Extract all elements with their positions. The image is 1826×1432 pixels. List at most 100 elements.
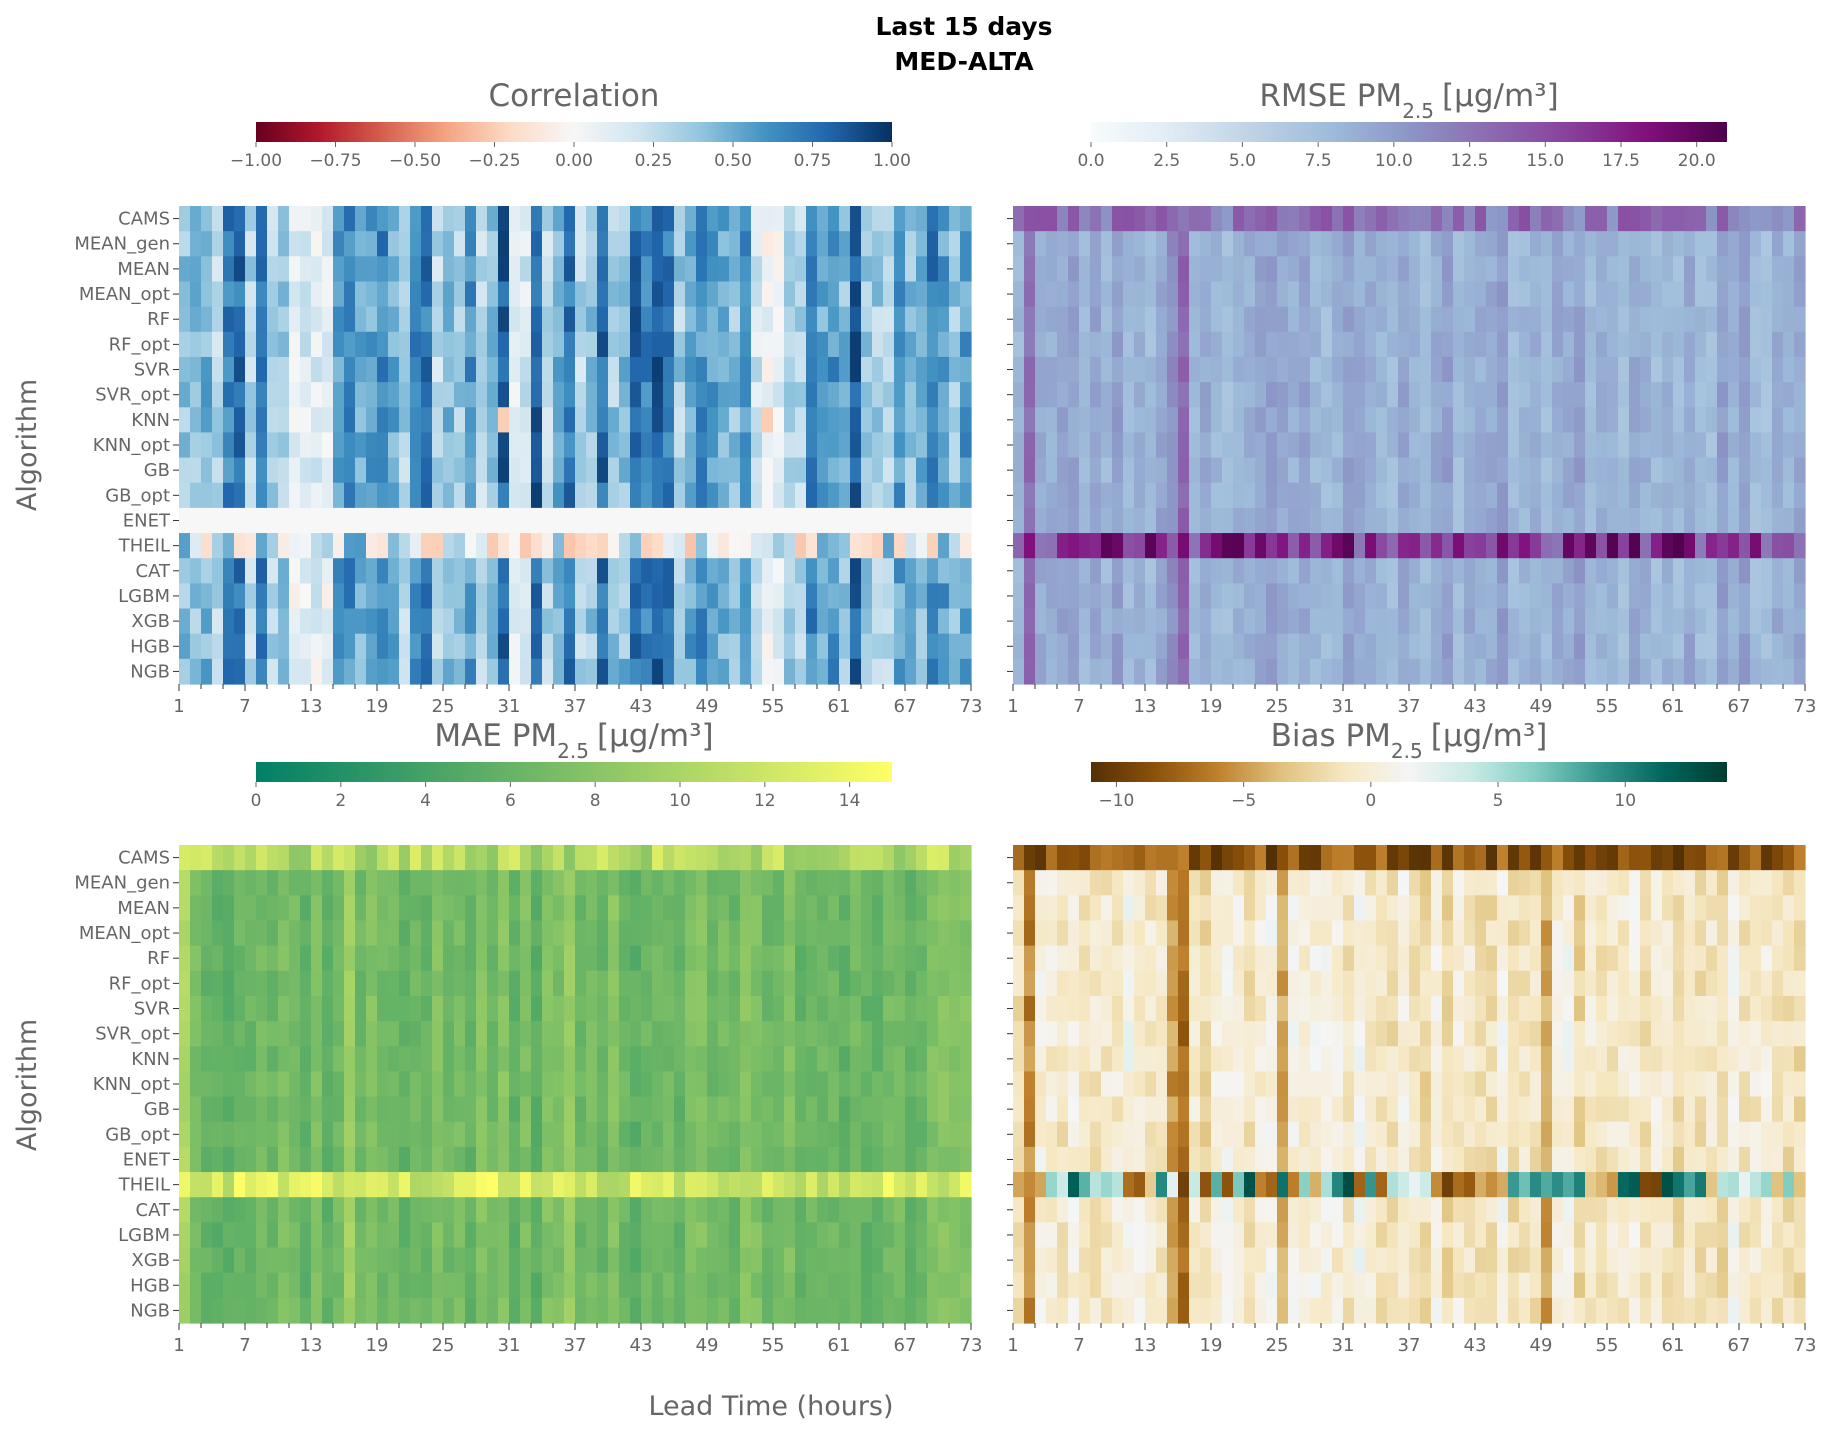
mae-cell	[443, 1046, 455, 1073]
mae-cell	[377, 1197, 389, 1223]
mae-cell	[663, 895, 675, 922]
corr-cell	[894, 281, 906, 308]
rmse-cell	[1255, 533, 1267, 559]
rmse-cell	[1013, 306, 1025, 333]
rmse-cell	[1552, 507, 1564, 534]
rmse-cell	[1618, 558, 1630, 584]
rmse-cell	[1145, 482, 1157, 509]
corr-cell	[531, 558, 543, 584]
rmse-cell	[1772, 206, 1784, 232]
mae-cell	[927, 1197, 939, 1223]
corr-cell	[850, 482, 862, 509]
corr-cell	[278, 558, 290, 584]
corr-cell	[894, 306, 906, 333]
rmse-cell	[1189, 558, 1201, 584]
mae-cell	[762, 870, 774, 896]
corr-cell	[619, 482, 631, 509]
mae-cell	[927, 845, 939, 871]
corr-x-tick-label: 13	[300, 696, 323, 717]
mae-cell	[432, 1197, 444, 1223]
mae-cell	[388, 1272, 400, 1299]
corr-title: Correlation	[489, 78, 660, 114]
corr-cell	[663, 507, 675, 534]
bias-cell	[1596, 845, 1608, 871]
mae-cell	[201, 1046, 213, 1073]
mae-cell	[685, 1021, 697, 1047]
rmse-cell	[1739, 306, 1751, 333]
mae-cell	[850, 1121, 862, 1148]
bias-cell	[1332, 895, 1344, 922]
mae-cell	[344, 870, 356, 896]
corr-cell	[300, 331, 312, 358]
rmse-cell	[1563, 432, 1575, 459]
bias-cell	[1288, 920, 1300, 947]
corr-cell	[520, 256, 532, 283]
mae-cell	[476, 970, 488, 997]
mae-cell	[674, 845, 686, 871]
mae-cell	[443, 1021, 455, 1047]
rmse-cell	[1508, 206, 1520, 232]
mae-cell	[850, 920, 862, 947]
corr-cell	[718, 533, 730, 559]
corr-cell	[696, 558, 708, 584]
corr-cell	[773, 583, 785, 610]
bias-cell	[1024, 995, 1036, 1022]
corr-cell	[234, 608, 246, 635]
mae-cell	[366, 920, 378, 947]
mae-cell	[718, 845, 730, 871]
mae-cell	[630, 920, 642, 947]
rmse-cell	[1101, 457, 1113, 484]
mae-cell	[487, 1172, 499, 1198]
rmse-cell	[1607, 633, 1619, 660]
rmse-cell	[1013, 583, 1025, 610]
bias-cell	[1178, 970, 1190, 997]
rmse-cell	[1497, 331, 1509, 358]
corr-cell	[179, 633, 191, 660]
mae-cell	[333, 945, 345, 972]
rmse-cell	[1035, 633, 1047, 660]
mae-cell	[553, 1297, 565, 1324]
bias-cell	[1013, 995, 1025, 1022]
rmse-cell	[1552, 658, 1564, 685]
mae-cell	[883, 1121, 895, 1148]
corr-cell	[663, 206, 675, 232]
rmse-cell	[1310, 583, 1322, 610]
corr-cell	[795, 507, 807, 534]
rmse-cell	[1794, 432, 1806, 459]
corr-cell	[267, 633, 279, 660]
rmse-cell	[1101, 231, 1113, 257]
corr-cell	[696, 457, 708, 484]
corr-cell	[465, 382, 477, 408]
rmse-cell	[1486, 608, 1498, 635]
corr-cell	[190, 558, 202, 584]
rmse-cell	[1200, 608, 1212, 635]
mae-cell	[542, 1197, 554, 1223]
corr-cell	[751, 306, 763, 333]
mae-cell	[729, 1096, 741, 1123]
bias-cell	[1750, 920, 1762, 947]
mae-cell	[894, 1247, 906, 1274]
corr-cell	[762, 256, 774, 283]
mae-cell	[960, 1297, 972, 1324]
rmse-cell	[1024, 533, 1036, 559]
rmse-cell	[1794, 533, 1806, 559]
rmse-cell	[1431, 457, 1443, 484]
corr-cell	[883, 457, 895, 484]
mae-cell	[883, 1272, 895, 1299]
corr-cell	[597, 256, 609, 283]
corr-cell	[223, 482, 235, 509]
mae-cell	[564, 970, 576, 997]
rmse-cell	[1794, 583, 1806, 610]
rmse-cell	[1112, 633, 1124, 660]
bias-cell	[1354, 845, 1366, 871]
rmse-cell	[1772, 583, 1784, 610]
corr-cell	[311, 658, 323, 685]
corr-cell	[454, 231, 466, 257]
bias-cell	[1321, 895, 1333, 922]
bias-cell	[1310, 920, 1322, 947]
bias-cell	[1398, 970, 1410, 997]
corr-cell	[245, 281, 257, 308]
bias-cell	[1046, 1021, 1058, 1047]
corr-cell	[806, 407, 818, 434]
corr-cell	[410, 407, 422, 434]
